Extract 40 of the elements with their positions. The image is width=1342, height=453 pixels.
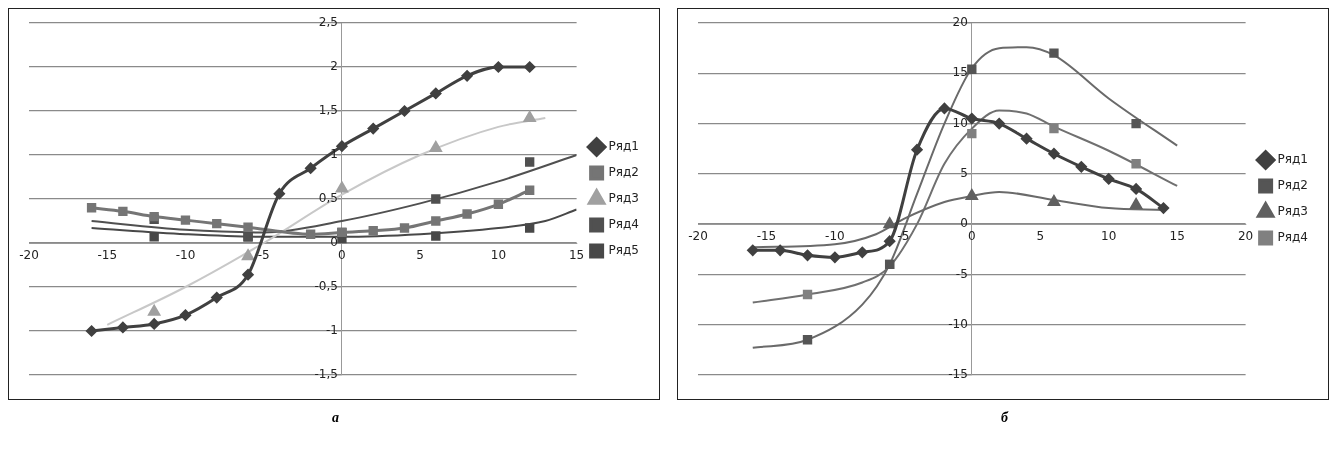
y-tick-label: 5	[960, 165, 968, 180]
y-tick-label: -5	[955, 266, 968, 281]
y-tick-label: 15	[952, 65, 968, 80]
x-tick-label: 10	[1101, 229, 1117, 244]
y-tick-label: -15	[948, 367, 968, 382]
x-tick-label: -5	[257, 248, 270, 263]
legend-label: Ряд1	[1277, 152, 1308, 167]
y-tick-label: 2	[330, 59, 338, 74]
x-tick-label: -10	[825, 229, 845, 244]
x-tick-label: 15	[568, 248, 585, 263]
x-tick-label: 5	[416, 248, 424, 263]
y-tick-label: -1,5	[314, 367, 338, 382]
x-tick-label: -15	[756, 229, 777, 244]
x-tick-label: -20	[688, 229, 708, 244]
y-tick-label: 0	[960, 216, 968, 231]
text: б	[1000, 410, 1010, 426]
y-tick-label: -0,5	[314, 279, 338, 294]
x-tick-label: -10	[175, 248, 196, 263]
x-tick-label: -15	[97, 248, 118, 263]
y-tick-label: -10	[948, 316, 968, 331]
legend-label: Ряд5	[608, 243, 639, 258]
legend-label: Ряд2	[608, 165, 639, 180]
legend-label: Ряд3	[1277, 204, 1308, 219]
legend-label: Ряд2	[1277, 178, 1308, 193]
y-tick-label: 0,5	[318, 191, 338, 206]
y-tick-label: 10	[952, 115, 968, 130]
x-tick-label: 20	[1237, 229, 1254, 244]
y-tick-label: 2,5	[318, 15, 338, 30]
x-tick-label: -20	[19, 248, 39, 263]
legend-label: Ряд4	[1277, 230, 1308, 245]
y-tick-label: -1	[325, 323, 338, 338]
text: а	[331, 410, 340, 426]
legend-label: Ряд1	[608, 139, 639, 154]
y-tick-label: 20	[952, 15, 968, 30]
x-tick-label: 5	[1036, 229, 1045, 244]
legend-label: Ряд4	[608, 217, 639, 232]
x-tick-label: 15	[1169, 229, 1185, 244]
y-tick-label: 1,5	[318, 103, 338, 118]
x-tick-label: 10	[490, 248, 507, 263]
legend-label: Ряд3	[608, 191, 639, 206]
